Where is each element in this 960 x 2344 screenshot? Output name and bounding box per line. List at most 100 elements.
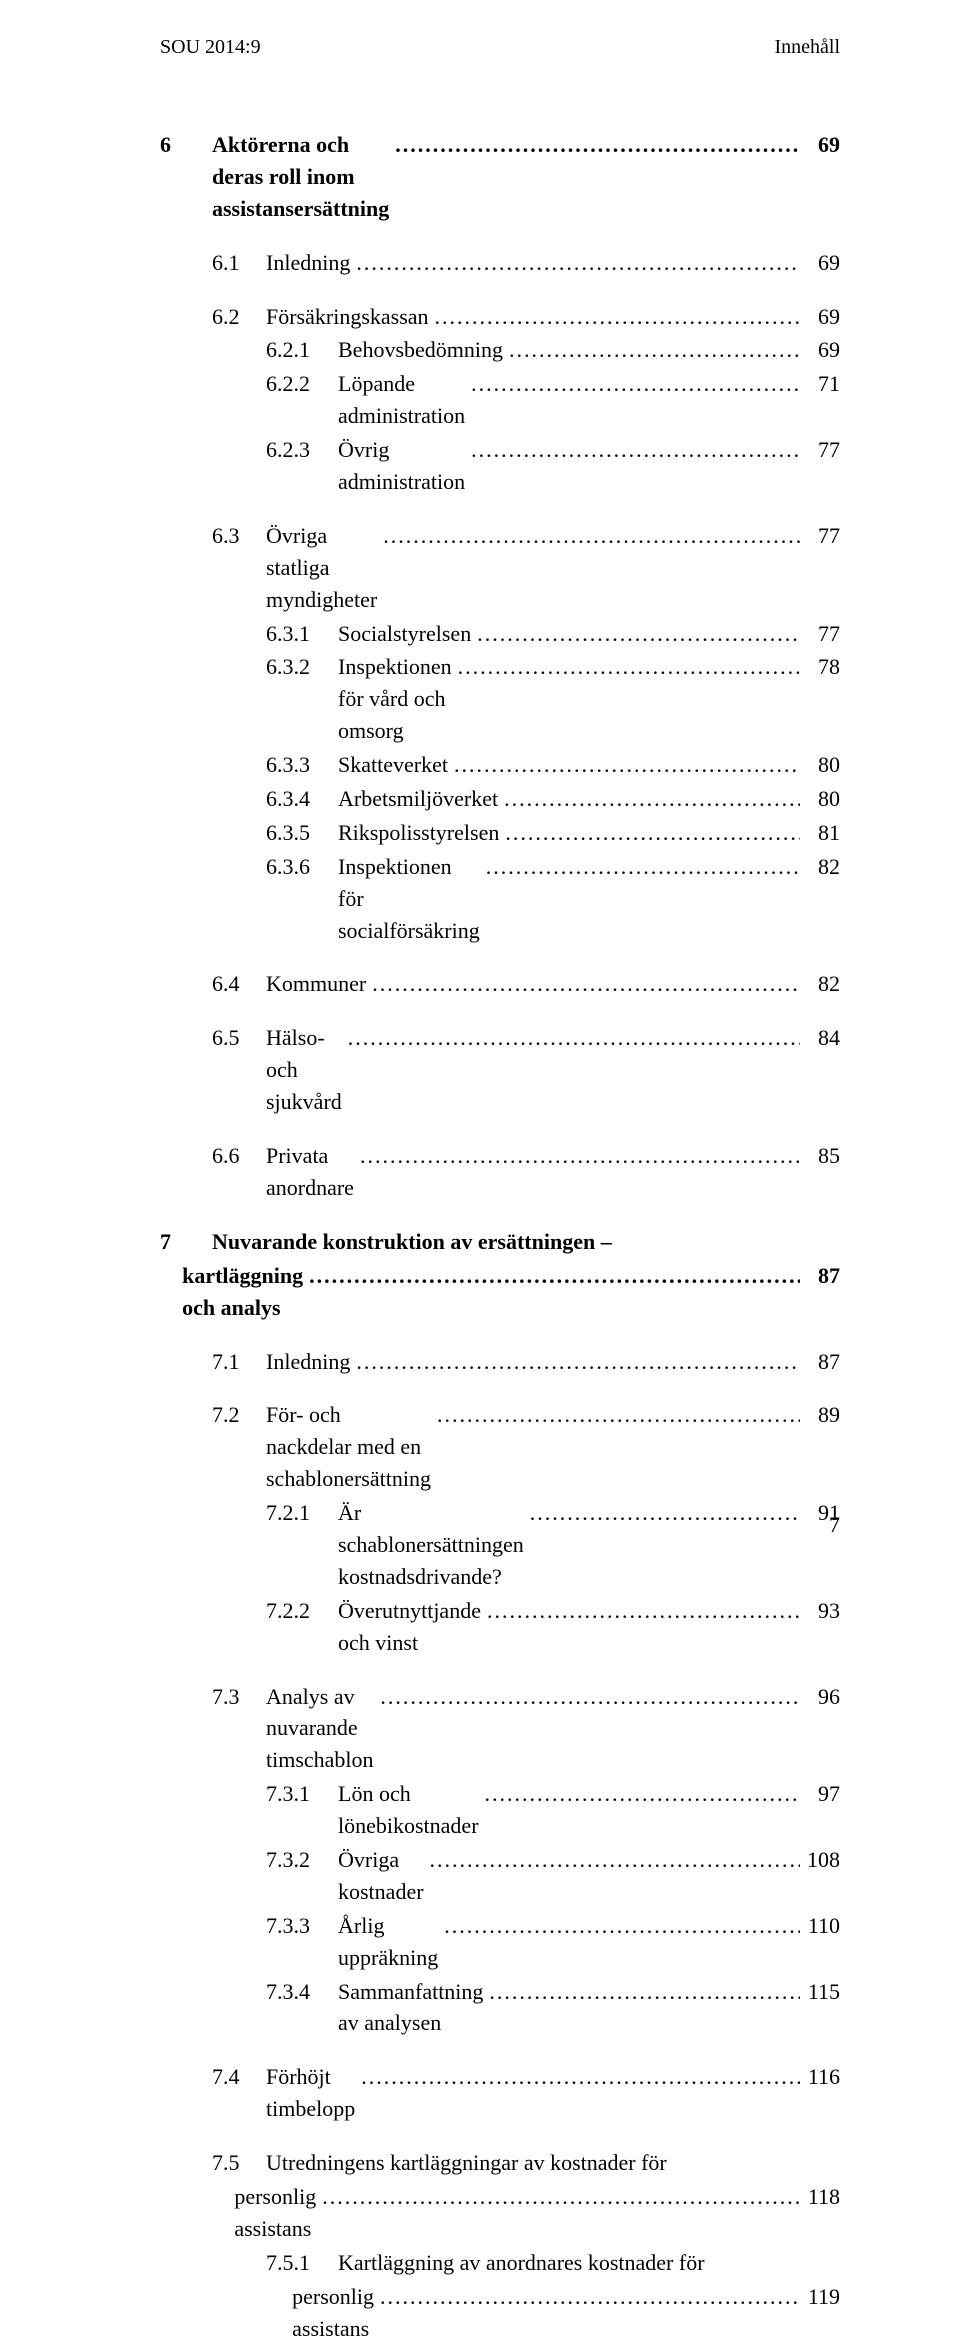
toc-page: 69 <box>800 334 840 366</box>
toc-page: 71 <box>800 368 840 400</box>
toc-label: Arbetsmiljöverket <box>338 783 498 815</box>
toc-page: 78 <box>800 651 840 683</box>
toc-leader <box>480 851 800 883</box>
toc-label: Övrig administration <box>338 434 465 498</box>
toc-label: Förhöjt timbelopp <box>266 2061 355 2125</box>
toc-number: 6 <box>160 129 212 161</box>
toc-page: 115 <box>800 1976 840 2008</box>
toc-number: 7.3.4 <box>266 1976 338 2008</box>
toc-number: 7.5 <box>212 2147 266 2179</box>
toc-leader <box>483 1976 800 2008</box>
running-head-right: Innehåll <box>774 36 840 59</box>
toc-entry-continuation: personlig assistans118 <box>160 2181 840 2245</box>
toc-page: 110 <box>800 1910 840 1942</box>
toc-label: Övriga statliga myndigheter <box>266 520 377 616</box>
toc-leader <box>438 1910 800 1942</box>
toc-label: Inspektionen för socialförsäkring <box>338 851 480 947</box>
toc-label: Socialstyrelsen <box>338 618 471 650</box>
toc-entry: 6.4Kommuner 82 <box>160 968 840 1000</box>
toc-leader <box>524 1497 800 1529</box>
toc-label: Analys av nuvarande timschablon <box>266 1681 374 1777</box>
toc-leader <box>354 1140 800 1172</box>
toc-number: 7.3 <box>212 1681 266 1713</box>
toc-page: 87 <box>800 1260 840 1292</box>
toc-label: Kommuner <box>266 968 366 1000</box>
toc-leader <box>448 749 800 781</box>
toc-entry-continuation: personlig assistans119 <box>160 2281 840 2344</box>
toc-number: 6.2.3 <box>266 434 338 466</box>
toc-entry: 6.3.6Inspektionen för socialförsäkring82 <box>160 851 840 947</box>
toc-leader <box>342 1022 800 1054</box>
toc-label: Hälso- och sjukvård <box>266 1022 342 1118</box>
toc-leader <box>350 247 800 279</box>
toc-page: 77 <box>800 434 840 466</box>
toc-page: 96 <box>800 1681 840 1713</box>
toc-number: 7.2.1 <box>266 1497 338 1529</box>
toc-label: Privata anordnare <box>266 1140 354 1204</box>
toc-entry: 6Aktörerna och deras roll inom assistans… <box>160 129 840 225</box>
toc-number: 7.2.2 <box>266 1595 338 1627</box>
toc-label: Överutnyttjande och vinst <box>338 1595 481 1659</box>
toc-leader <box>503 334 800 366</box>
toc-entry: 6.2.3Övrig administration 77 <box>160 434 840 498</box>
toc-number: 7.3.2 <box>266 1844 338 1876</box>
toc-label: kartläggning och analys <box>182 1260 303 1324</box>
toc-label: Årlig uppräkning <box>338 1910 438 1974</box>
toc-number: 7.3.3 <box>266 1910 338 1942</box>
toc-leader <box>481 1595 800 1627</box>
toc-label: Lön och lönebikostnader <box>338 1778 479 1842</box>
toc-leader <box>303 1260 800 1292</box>
running-head: SOU 2014:9 Innehåll <box>160 36 840 59</box>
toc-label: Övriga kostnader <box>338 1844 424 1908</box>
toc-number: 6.4 <box>212 968 266 1000</box>
toc-entry-continuation: kartläggning och analys 87 <box>160 1260 840 1324</box>
toc-entry: 7.3.1Lön och lönebikostnader97 <box>160 1778 840 1842</box>
toc-page: 80 <box>800 783 840 815</box>
toc-label: Utredningens kartläggningar av kostnader… <box>266 2147 667 2179</box>
toc-page: 82 <box>800 851 840 883</box>
toc-page: 108 <box>800 1844 840 1876</box>
toc-number: 6.3.1 <box>266 618 338 650</box>
toc-entry: 7.2För- och nackdelar med en schabloners… <box>160 1399 840 1495</box>
toc-leader <box>429 301 800 333</box>
toc-page: 93 <box>800 1595 840 1627</box>
toc-entry: 7.2.1Är schablonersättningen kostnadsdri… <box>160 1497 840 1593</box>
toc-number: 7.1 <box>212 1346 266 1378</box>
running-head-left: SOU 2014:9 <box>160 36 261 59</box>
toc-entry: 6.2.1Behovsbedömning69 <box>160 334 840 366</box>
toc-entry: 7.3Analys av nuvarande timschablon 96 <box>160 1681 840 1777</box>
toc-number: 7.5.1 <box>266 2247 338 2279</box>
toc-leader <box>471 618 800 650</box>
toc-page: 118 <box>800 2181 840 2213</box>
toc-number: 6.1 <box>212 247 266 279</box>
toc-number: 6.6 <box>212 1140 266 1172</box>
toc-leader <box>431 1399 800 1431</box>
toc-entry: 6.2.2Löpande administration71 <box>160 368 840 432</box>
toc-label: Kartläggning av anordnares kostnader för <box>338 2247 705 2279</box>
toc-leader <box>389 129 800 161</box>
toc-leader <box>316 2181 800 2213</box>
toc-entry: 7.3.2Övriga kostnader 108 <box>160 1844 840 1908</box>
toc-leader <box>499 817 800 849</box>
toc-entry: 6.3Övriga statliga myndigheter77 <box>160 520 840 616</box>
toc-page: 69 <box>800 129 840 161</box>
toc-entry: 7.5Utredningens kartläggningar av kostna… <box>160 2147 840 2179</box>
toc-leader <box>465 434 800 466</box>
toc-page: 85 <box>800 1140 840 1172</box>
toc-leader <box>350 1346 800 1378</box>
toc-leader <box>452 651 800 683</box>
toc-page: 69 <box>800 247 840 279</box>
toc-entry: 6.3.4Arbetsmiljöverket80 <box>160 783 840 815</box>
toc-entry: 6.5Hälso- och sjukvård84 <box>160 1022 840 1118</box>
toc-label: Löpande administration <box>338 368 465 432</box>
toc-number: 6.3.3 <box>266 749 338 781</box>
toc-label: Behovsbedömning <box>338 334 503 366</box>
toc-number: 6.3.2 <box>266 651 338 683</box>
toc-entry: 7.5.1Kartläggning av anordnares kostnade… <box>160 2247 840 2279</box>
toc-entry: 6.3.3Skatteverket80 <box>160 749 840 781</box>
toc-label: Aktörerna och deras roll inom assistanse… <box>212 129 389 225</box>
toc-leader <box>374 2281 800 2313</box>
toc-page: 82 <box>800 968 840 1000</box>
toc-page: 69 <box>800 301 840 333</box>
toc-entry: 7Nuvarande konstruktion av ersättningen … <box>160 1226 840 1258</box>
